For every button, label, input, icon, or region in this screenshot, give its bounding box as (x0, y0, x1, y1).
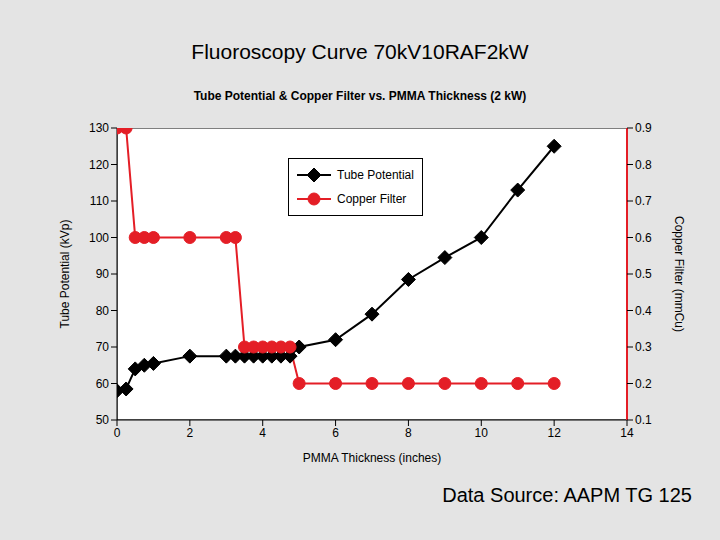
html-text:Tube Potential & Copper Filter: Tube Potential & Copper Filter vs. PMMA … (193, 89, 527, 103)
svg-text:6: 6 (332, 426, 339, 440)
svg-text:Copper Filter (mmCu): Copper Filter (mmCu) (672, 216, 686, 332)
svg-text:PMMA Thickness (inches): PMMA Thickness (inches) (303, 451, 442, 465)
svg-text:50: 50 (96, 413, 110, 427)
html-text:Fluoroscopy Curve 70kV10RAF2kW: Fluoroscopy Curve 70kV10RAF2kW (191, 40, 529, 63)
svg-text:70: 70 (96, 340, 110, 354)
svg-text:110: 110 (90, 194, 109, 208)
svg-text:0.8: 0.8 (635, 158, 652, 172)
svg-text:14: 14 (620, 426, 634, 440)
svg-text:Tube Potential (kVp): Tube Potential (kVp) (58, 220, 72, 329)
svg-text:4: 4 (259, 426, 266, 440)
svg-text:90: 90 (96, 267, 110, 281)
svg-text:2: 2 (187, 426, 194, 440)
svg-text:0.1: 0.1 (635, 413, 652, 427)
svg-text:10: 10 (475, 426, 489, 440)
svg-text:0.2: 0.2 (635, 377, 652, 391)
html-text:Tube Potential: Tube Potential (337, 168, 414, 182)
svg-text:100: 100 (89, 231, 109, 245)
html-text:Data Source: AAPM TG 125: Data Source: AAPM TG 125 (442, 484, 692, 506)
svg-text:80: 80 (96, 304, 110, 318)
svg-text:0.3: 0.3 (635, 340, 652, 354)
svg-text:0.6: 0.6 (635, 231, 652, 245)
svg-text:130: 130 (89, 121, 109, 135)
svg-text:0.4: 0.4 (635, 304, 652, 318)
svg-text:0: 0 (114, 426, 121, 440)
svg-text:8: 8 (405, 426, 412, 440)
svg-text:0.9: 0.9 (635, 121, 652, 135)
svg-text:0.5: 0.5 (635, 267, 652, 281)
svg-text:12: 12 (547, 426, 561, 440)
svg-text:0.7: 0.7 (635, 194, 652, 208)
html-text:Copper Filter: Copper Filter (337, 192, 407, 206)
svg-text:60: 60 (96, 377, 110, 391)
svg-text:120: 120 (89, 158, 109, 172)
